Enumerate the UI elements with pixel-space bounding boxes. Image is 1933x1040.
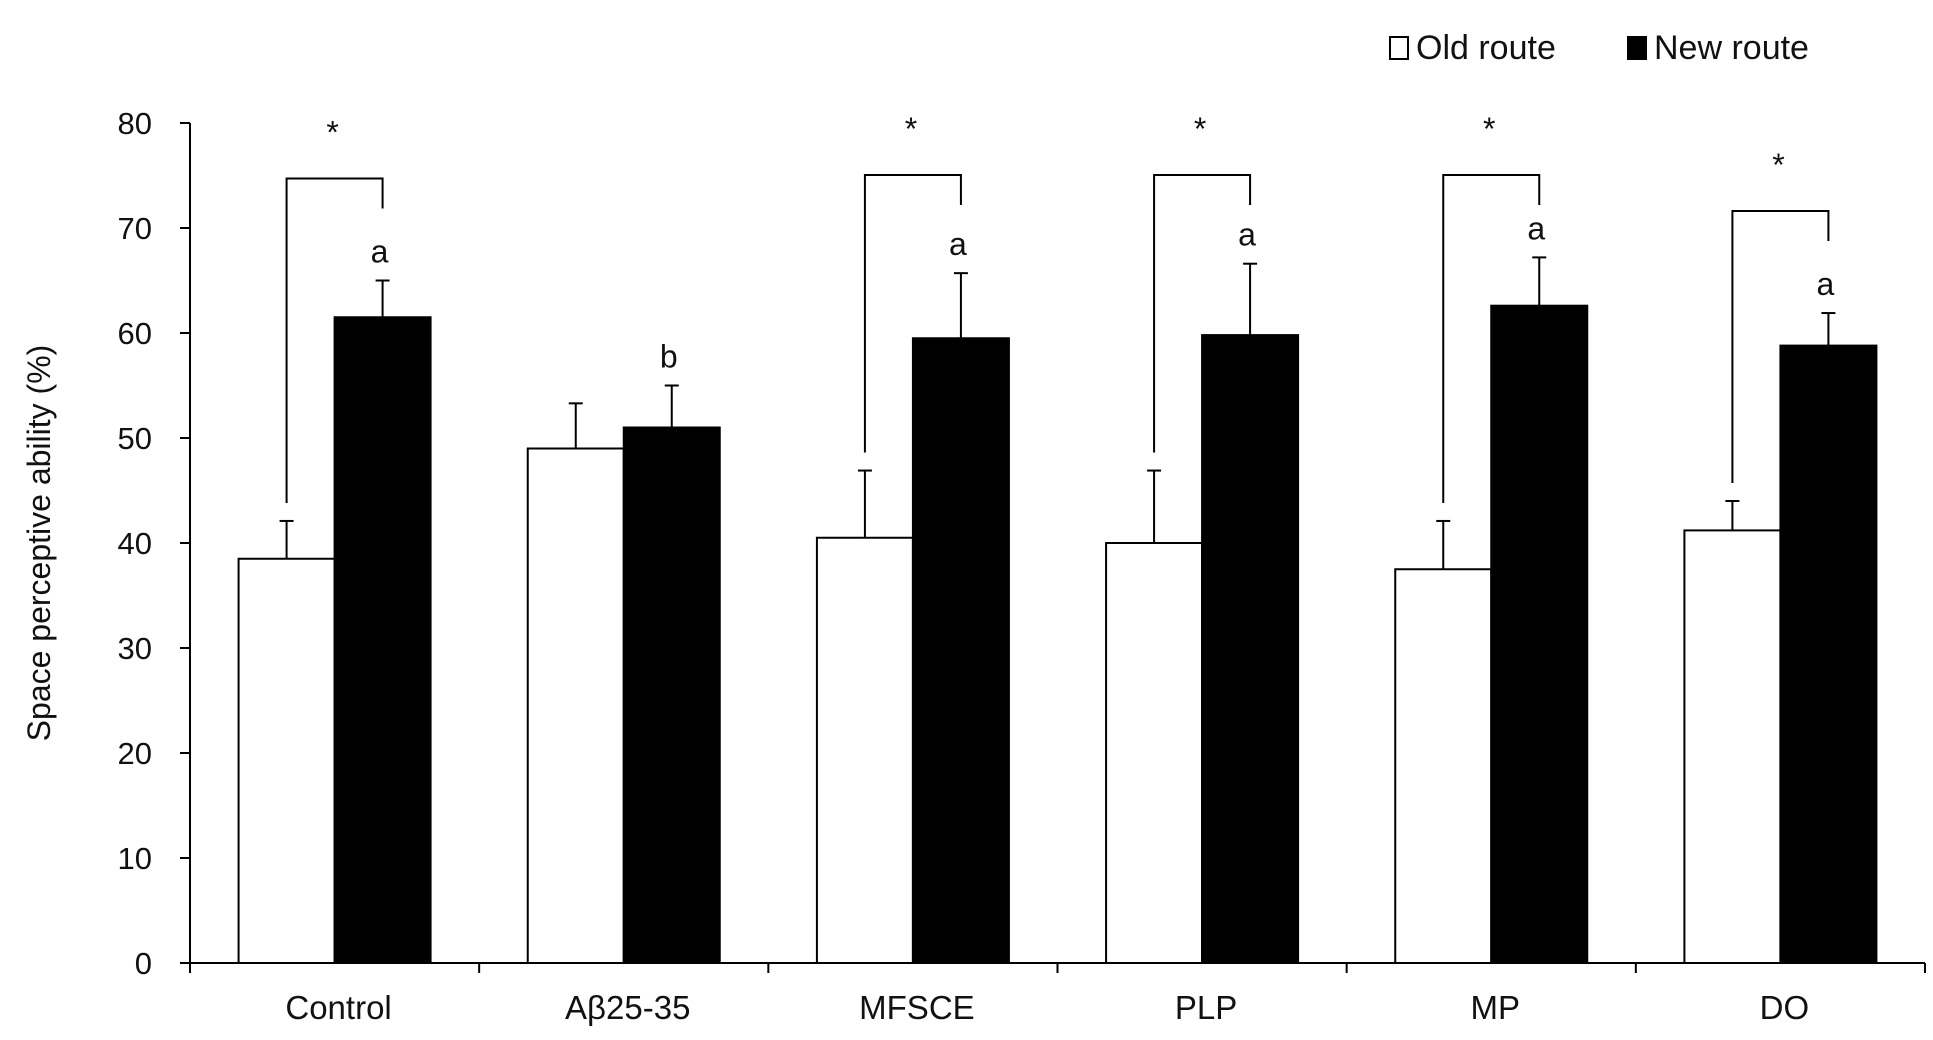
bar-old-route: [237, 557, 336, 964]
bar-new-route: [1779, 344, 1878, 965]
significance-star: *: [905, 111, 917, 147]
bar-new-route: [622, 426, 721, 964]
x-category-label: Aβ25-35: [565, 989, 690, 1026]
annotations: a * b a * a * a * a *: [285, 111, 1835, 503]
significance-star: *: [326, 115, 338, 151]
bar-new-route: [1490, 304, 1589, 964]
x-category-label: MFSCE: [859, 989, 975, 1026]
bar-old-route: [1394, 568, 1493, 964]
significance-bracket: [1731, 210, 1830, 483]
legend-label-old-route: Old route: [1416, 29, 1556, 67]
y-axis-title: Space perceptive ability (%): [21, 345, 57, 742]
y-tick-label: 60: [118, 316, 152, 351]
legend-swatch-new-route: [1627, 36, 1647, 60]
bar-old-route: [815, 536, 914, 964]
y-tick-label: 40: [118, 526, 152, 561]
x-category-label: DO: [1760, 989, 1810, 1026]
legend-swatch-old-route: [1389, 36, 1409, 60]
y-tick-label: 0: [135, 946, 152, 981]
bar-new-route: [911, 337, 1010, 964]
bar-old-route: [526, 447, 625, 964]
significance-bracket: [863, 174, 962, 453]
x-category-label: PLP: [1175, 989, 1237, 1026]
group-letter-label: a: [371, 234, 389, 270]
bar-new-route: [333, 316, 432, 964]
significance-bracket: [1153, 174, 1252, 453]
bars: [237, 256, 1878, 965]
significance-star: *: [1483, 111, 1495, 147]
bar-old-route: [1105, 542, 1204, 964]
significance-bracket: [285, 177, 384, 503]
bar-old-route: [1683, 529, 1782, 965]
group-letter-label: a: [1527, 210, 1545, 246]
group-letter-label: a: [1817, 266, 1835, 302]
y-tick-label: 20: [118, 736, 152, 771]
group-letter-label: a: [1238, 217, 1256, 253]
bar-new-route: [1201, 334, 1300, 965]
y-tick-label: 70: [118, 211, 152, 246]
axes: 0 10 20 30 40 50 60 70 80 Space perceptive abilit…: [21, 106, 1926, 1026]
y-tick-label: 50: [118, 421, 152, 456]
y-tick-label: 30: [118, 631, 152, 666]
group-letter-label: a: [949, 226, 967, 262]
significance-star: *: [1194, 111, 1206, 147]
x-category-label: MP: [1471, 989, 1521, 1026]
significance-star: *: [1772, 147, 1784, 183]
y-tick-label: 10: [118, 841, 152, 876]
x-category-label: Control: [285, 989, 391, 1026]
group-letter-label: b: [660, 339, 678, 375]
legend: Old route New route: [1389, 29, 1809, 67]
significance-bracket: [1442, 174, 1541, 503]
legend-label-new-route: New route: [1654, 29, 1809, 67]
y-tick-label: 80: [118, 106, 152, 141]
